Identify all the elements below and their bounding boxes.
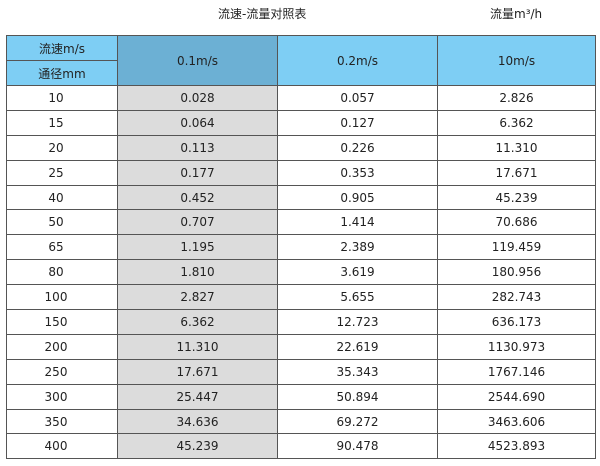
table-body: 10 0.028 0.057 2.826 15 0.064 0.127 6.362 20 0.11…	[6, 85, 596, 460]
table-row: 350 34.636 69.272 3463.606	[6, 408, 596, 435]
diameter-cell: 65	[6, 234, 118, 261]
flow-cell: 90.478	[277, 433, 438, 460]
velocity-flow-table: 流速m/s 0.1m/s 0.2m/s 10m/s 通径mm 10 0.028 0.…	[6, 35, 596, 460]
flow-cell: 35.343	[277, 358, 438, 385]
flow-cell: 25.447	[117, 383, 278, 410]
flow-cell: 0.064	[117, 109, 278, 136]
flow-cell: 4523.893	[437, 433, 596, 460]
table-row: 25 0.177 0.353 17.671	[6, 159, 596, 186]
diameter-cell: 200	[6, 333, 118, 360]
table-row: 250 17.671 35.343 1767.146	[6, 358, 596, 385]
flow-cell: 180.956	[437, 259, 596, 286]
diameter-cell: 20	[6, 134, 118, 161]
diameter-cell: 15	[6, 109, 118, 136]
flow-cell: 22.619	[277, 333, 438, 360]
table-row: 50 0.707 1.414 70.686	[6, 209, 596, 236]
column-header-0.1: 0.1m/s	[117, 35, 278, 86]
flow-cell: 70.686	[437, 209, 596, 236]
table-row: 40 0.452 0.905 45.239	[6, 184, 596, 211]
table-row: 80 1.810 3.619 180.956	[6, 259, 596, 286]
flow-cell: 0.905	[277, 184, 438, 211]
diameter-cell: 250	[6, 358, 118, 385]
table-title: 流速-流量对照表	[218, 7, 307, 21]
column-header-0.2: 0.2m/s	[277, 35, 438, 86]
flow-cell: 1130.973	[437, 333, 596, 360]
flow-cell: 282.743	[437, 284, 596, 311]
flow-cell: 0.353	[277, 159, 438, 186]
table-row: 400 45.239 90.478 4523.893	[6, 433, 596, 460]
flow-cell: 11.310	[117, 333, 278, 360]
flow-cell: 1.810	[117, 259, 278, 286]
flow-cell: 5.655	[277, 284, 438, 311]
flow-cell: 6.362	[437, 109, 596, 136]
table-row: 10 0.028 0.057 2.826	[6, 85, 596, 111]
flow-cell: 69.272	[277, 408, 438, 435]
flow-cell: 1767.146	[437, 358, 596, 385]
flow-cell: 6.362	[117, 309, 278, 335]
flow-cell: 1.195	[117, 234, 278, 261]
diameter-cell: 100	[6, 284, 118, 311]
flow-cell: 0.707	[117, 209, 278, 236]
flow-cell: 45.239	[437, 184, 596, 211]
diameter-cell: 350	[6, 408, 118, 435]
flow-cell: 11.310	[437, 134, 596, 161]
table-row: 65 1.195 2.389 119.459	[6, 234, 596, 261]
diameter-cell: 300	[6, 383, 118, 410]
flow-cell: 2544.690	[437, 383, 596, 410]
diameter-cell: 25	[6, 159, 118, 186]
flow-cell: 12.723	[277, 309, 438, 335]
table-row: 20 0.113 0.226 11.310	[6, 134, 596, 161]
flow-cell: 1.414	[277, 209, 438, 236]
flow-cell: 2.827	[117, 284, 278, 311]
flow-cell: 0.226	[277, 134, 438, 161]
diameter-cell: 80	[6, 259, 118, 286]
flow-cell: 3.619	[277, 259, 438, 286]
diameter-cell: 10	[6, 85, 118, 111]
table-row: 150 6.362 12.723 636.173	[6, 309, 596, 335]
flow-cell: 2.826	[437, 85, 596, 111]
column-header-10: 10m/s	[437, 35, 596, 86]
flow-cell: 0.028	[117, 85, 278, 111]
diameter-cell: 150	[6, 309, 118, 335]
table-row: 300 25.447 50.894 2544.690	[6, 383, 596, 410]
diameter-cell: 40	[6, 184, 118, 211]
flow-cell: 2.389	[277, 234, 438, 261]
flow-cell: 17.671	[117, 358, 278, 385]
flow-cell: 0.113	[117, 134, 278, 161]
flow-cell: 34.636	[117, 408, 278, 435]
flow-cell: 17.671	[437, 159, 596, 186]
table-row: 200 11.310 22.619 1130.973	[6, 333, 596, 360]
flow-cell: 0.452	[117, 184, 278, 211]
unit-label: 流量m³/h	[490, 7, 543, 21]
diameter-cell: 50	[6, 209, 118, 236]
velocity-header: 流速m/s	[6, 35, 118, 61]
flow-cell: 50.894	[277, 383, 438, 410]
diameter-cell: 400	[6, 433, 118, 460]
flow-cell: 636.173	[437, 309, 596, 335]
flow-cell: 3463.606	[437, 408, 596, 435]
flow-cell: 0.177	[117, 159, 278, 186]
flow-cell: 0.057	[277, 85, 438, 111]
table-row: 15 0.064 0.127 6.362	[6, 109, 596, 136]
flow-cell: 0.127	[277, 109, 438, 136]
table-row: 100 2.827 5.655 282.743	[6, 284, 596, 311]
diameter-header: 通径mm	[6, 60, 118, 86]
flow-cell: 45.239	[117, 433, 278, 460]
flow-cell: 119.459	[437, 234, 596, 261]
